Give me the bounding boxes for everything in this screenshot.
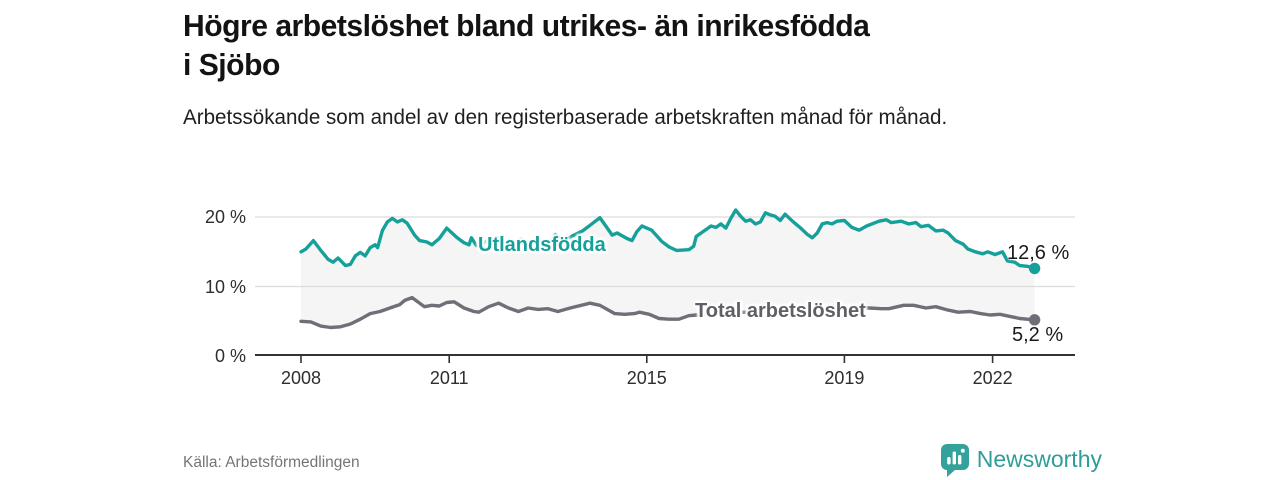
y-tick-label: 10 %: [204, 276, 246, 297]
page-title: Högre arbetslöshet bland utrikes- än inr…: [183, 8, 870, 82]
source-note: Källa: Arbetsförmedlingen: [183, 454, 360, 471]
x-tick-label: 2022: [972, 368, 1013, 388]
end-dot-utlandsfodda: [1028, 262, 1041, 275]
x-tick-label: 2011: [429, 368, 469, 388]
x-tick-label: 2008: [280, 368, 322, 388]
y-tick-label: 0 %: [214, 346, 246, 366]
series-label-total: Total arbetslöshet: [695, 300, 866, 322]
x-tick-label: 2019: [824, 368, 865, 388]
series-line-utlandsfodda: [299, 208, 1037, 271]
fill-between-area: [301, 210, 1035, 328]
end-value-utlandsfodda: 12,6 %: [1007, 242, 1070, 264]
chart-subtitle: Arbetssökande som andel av den registerb…: [183, 106, 948, 129]
newsworthy-wordmark: Newsworthy: [976, 446, 1102, 472]
series-label-utlandsfodda: Utlandsfödda: [478, 234, 606, 256]
newsworthy-logo-icon: [940, 444, 969, 480]
series-line-total: [299, 295, 1037, 330]
y-tick-label: 20 %: [204, 207, 246, 227]
end-value-total: 5,2 %: [1012, 324, 1064, 346]
newsworthy-brand: Newsworthy: [940, 444, 1102, 480]
end-dot-total: [1028, 314, 1041, 326]
x-tick-label: 2015: [626, 368, 667, 388]
